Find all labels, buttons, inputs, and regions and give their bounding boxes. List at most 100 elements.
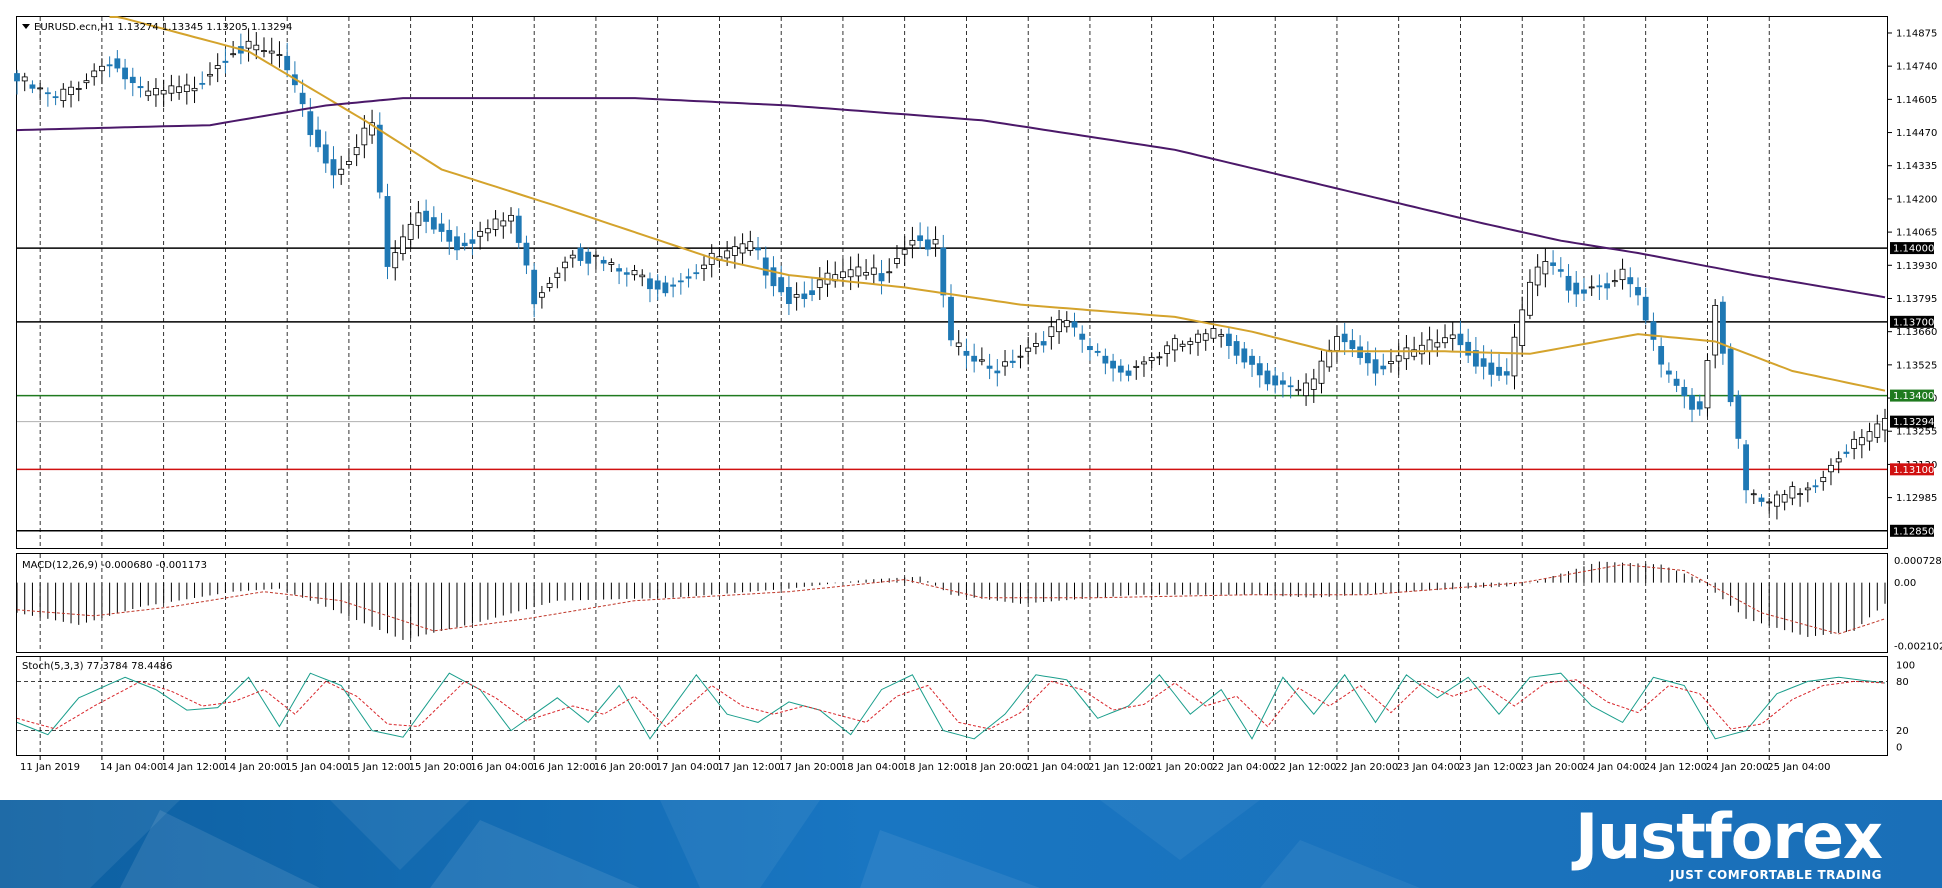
- level-price-label: 1.13100: [1893, 465, 1934, 476]
- candle-body: [1696, 401, 1703, 410]
- level-price-label: 1.13400: [1893, 391, 1934, 402]
- candle-body: [446, 229, 453, 242]
- current-price-label: 1.13294: [1893, 417, 1934, 428]
- candle-body: [1719, 301, 1726, 354]
- candle-body: [1195, 333, 1201, 343]
- candle-body: [616, 268, 622, 272]
- candle-body: [585, 251, 592, 264]
- price-axis: 1.14875 1.14740 1.14605 1.14470 1.14335 1.142…: [1888, 28, 1942, 754]
- candle-body: [1804, 487, 1811, 491]
- y-tick-label: 1.13660: [1896, 327, 1937, 338]
- candle-body: [1241, 348, 1248, 363]
- candle-body: [353, 147, 360, 156]
- candle-body: [307, 111, 314, 136]
- candle-body: [361, 127, 368, 146]
- stoch-y-tick-label: 0: [1896, 743, 1902, 754]
- banner-pattern: [0, 800, 1420, 888]
- candle-body: [693, 272, 700, 275]
- candle-body: [508, 214, 514, 222]
- candle-body: [1449, 334, 1456, 339]
- candle-body: [284, 55, 291, 71]
- candle-body: [1704, 360, 1711, 409]
- stoch-pane-frame: [16, 656, 1888, 756]
- y-tick-label: 1.14065: [1896, 228, 1937, 239]
- brand-tagline: JUST COMFORTABLE TRADING: [1669, 868, 1882, 882]
- candle-body: [1218, 334, 1225, 337]
- candle-body: [894, 258, 900, 264]
- macd-y-tick-label: 0.00: [1894, 578, 1916, 589]
- candle-body: [755, 247, 761, 251]
- y-tick-label: 1.13255: [1896, 427, 1937, 438]
- candle-body: [724, 250, 731, 259]
- candle-body: [83, 80, 90, 84]
- candle-body: [376, 124, 383, 193]
- main-title-group: EURUSD.ecn,H1 1.13274 1.13345 1.13205 1.…: [22, 22, 292, 33]
- stoch-y-tick-label: 80: [1896, 677, 1909, 688]
- candle-body: [1164, 345, 1171, 354]
- candle-body: [1133, 365, 1140, 368]
- brand-logo: Justforex: [1575, 800, 1883, 873]
- candle-body: [1434, 342, 1441, 348]
- stoch-y-tick-label: 100: [1896, 661, 1915, 672]
- candle-body: [1272, 375, 1279, 386]
- candle-body: [114, 58, 121, 69]
- candle-body: [1619, 268, 1626, 281]
- candle-body: [1511, 336, 1518, 377]
- candle-body: [1372, 359, 1379, 374]
- candle-body: [1063, 320, 1070, 328]
- candle-body: [1789, 486, 1796, 499]
- candle-body: [994, 370, 1001, 374]
- candle-body: [276, 54, 283, 57]
- candle-body: [1380, 365, 1387, 370]
- candle-body: [1673, 378, 1680, 386]
- candle-body: [1056, 319, 1062, 333]
- brand-banner: Justforex JUST COMFORTABLE TRADING: [0, 800, 1942, 888]
- candle-body: [1681, 386, 1688, 397]
- candle-body: [1472, 350, 1479, 367]
- x-tick-label: 18 Jan 20:00: [964, 762, 1027, 773]
- candle-body: [531, 269, 538, 305]
- candle-body: [1033, 343, 1039, 347]
- x-tick-label: 18 Jan 12:00: [903, 762, 966, 773]
- candle-body: [816, 279, 823, 288]
- x-tick-label: 15 Jan 20:00: [409, 762, 472, 773]
- x-tick-label: 18 Jan 04:00: [841, 762, 904, 773]
- candle-body: [407, 223, 414, 240]
- level-price-label: 1.13700: [1893, 317, 1934, 328]
- chart-canvas: 1.14875 1.14740 1.14605 1.14470 1.14335 1.142…: [14, 16, 1942, 773]
- candle-body: [230, 53, 237, 56]
- candle-body: [1388, 360, 1394, 365]
- candle-body: [461, 242, 468, 247]
- candle-body: [1650, 321, 1657, 340]
- candle-body: [647, 278, 653, 290]
- candle-body: [1442, 337, 1448, 344]
- candle-body: [747, 241, 754, 251]
- candle-body: [222, 60, 229, 63]
- candle-body: [1426, 339, 1433, 352]
- candle-body: [1581, 289, 1587, 294]
- main-chart-title: EURUSD.ecn,H1 1.13274 1.13345 1.13205 1.…: [34, 22, 292, 33]
- candle-body: [1550, 262, 1556, 266]
- candle-body: [809, 290, 815, 295]
- candle-body: [469, 239, 476, 244]
- candle-body: [562, 261, 568, 269]
- candle-body: [1087, 346, 1093, 351]
- candle-body: [492, 218, 499, 230]
- dropdown-triangle-icon[interactable]: [22, 24, 30, 29]
- candle-body: [1557, 269, 1564, 272]
- candle-body: [1334, 336, 1340, 351]
- candle-body: [1225, 333, 1232, 347]
- candle-body: [1665, 370, 1672, 375]
- candle-body: [1573, 282, 1580, 295]
- candle-body: [122, 67, 128, 80]
- candle-body: [1658, 346, 1665, 365]
- candle-body: [253, 44, 260, 51]
- candle-body: [870, 267, 877, 275]
- stochastic-indicator: [16, 672, 1887, 740]
- candle-body: [1233, 341, 1240, 356]
- moving-averages: [16, 16, 1886, 392]
- candle-body: [739, 243, 746, 254]
- candle-body: [160, 90, 167, 95]
- candle-body: [1735, 395, 1742, 439]
- candle-body: [1171, 338, 1178, 351]
